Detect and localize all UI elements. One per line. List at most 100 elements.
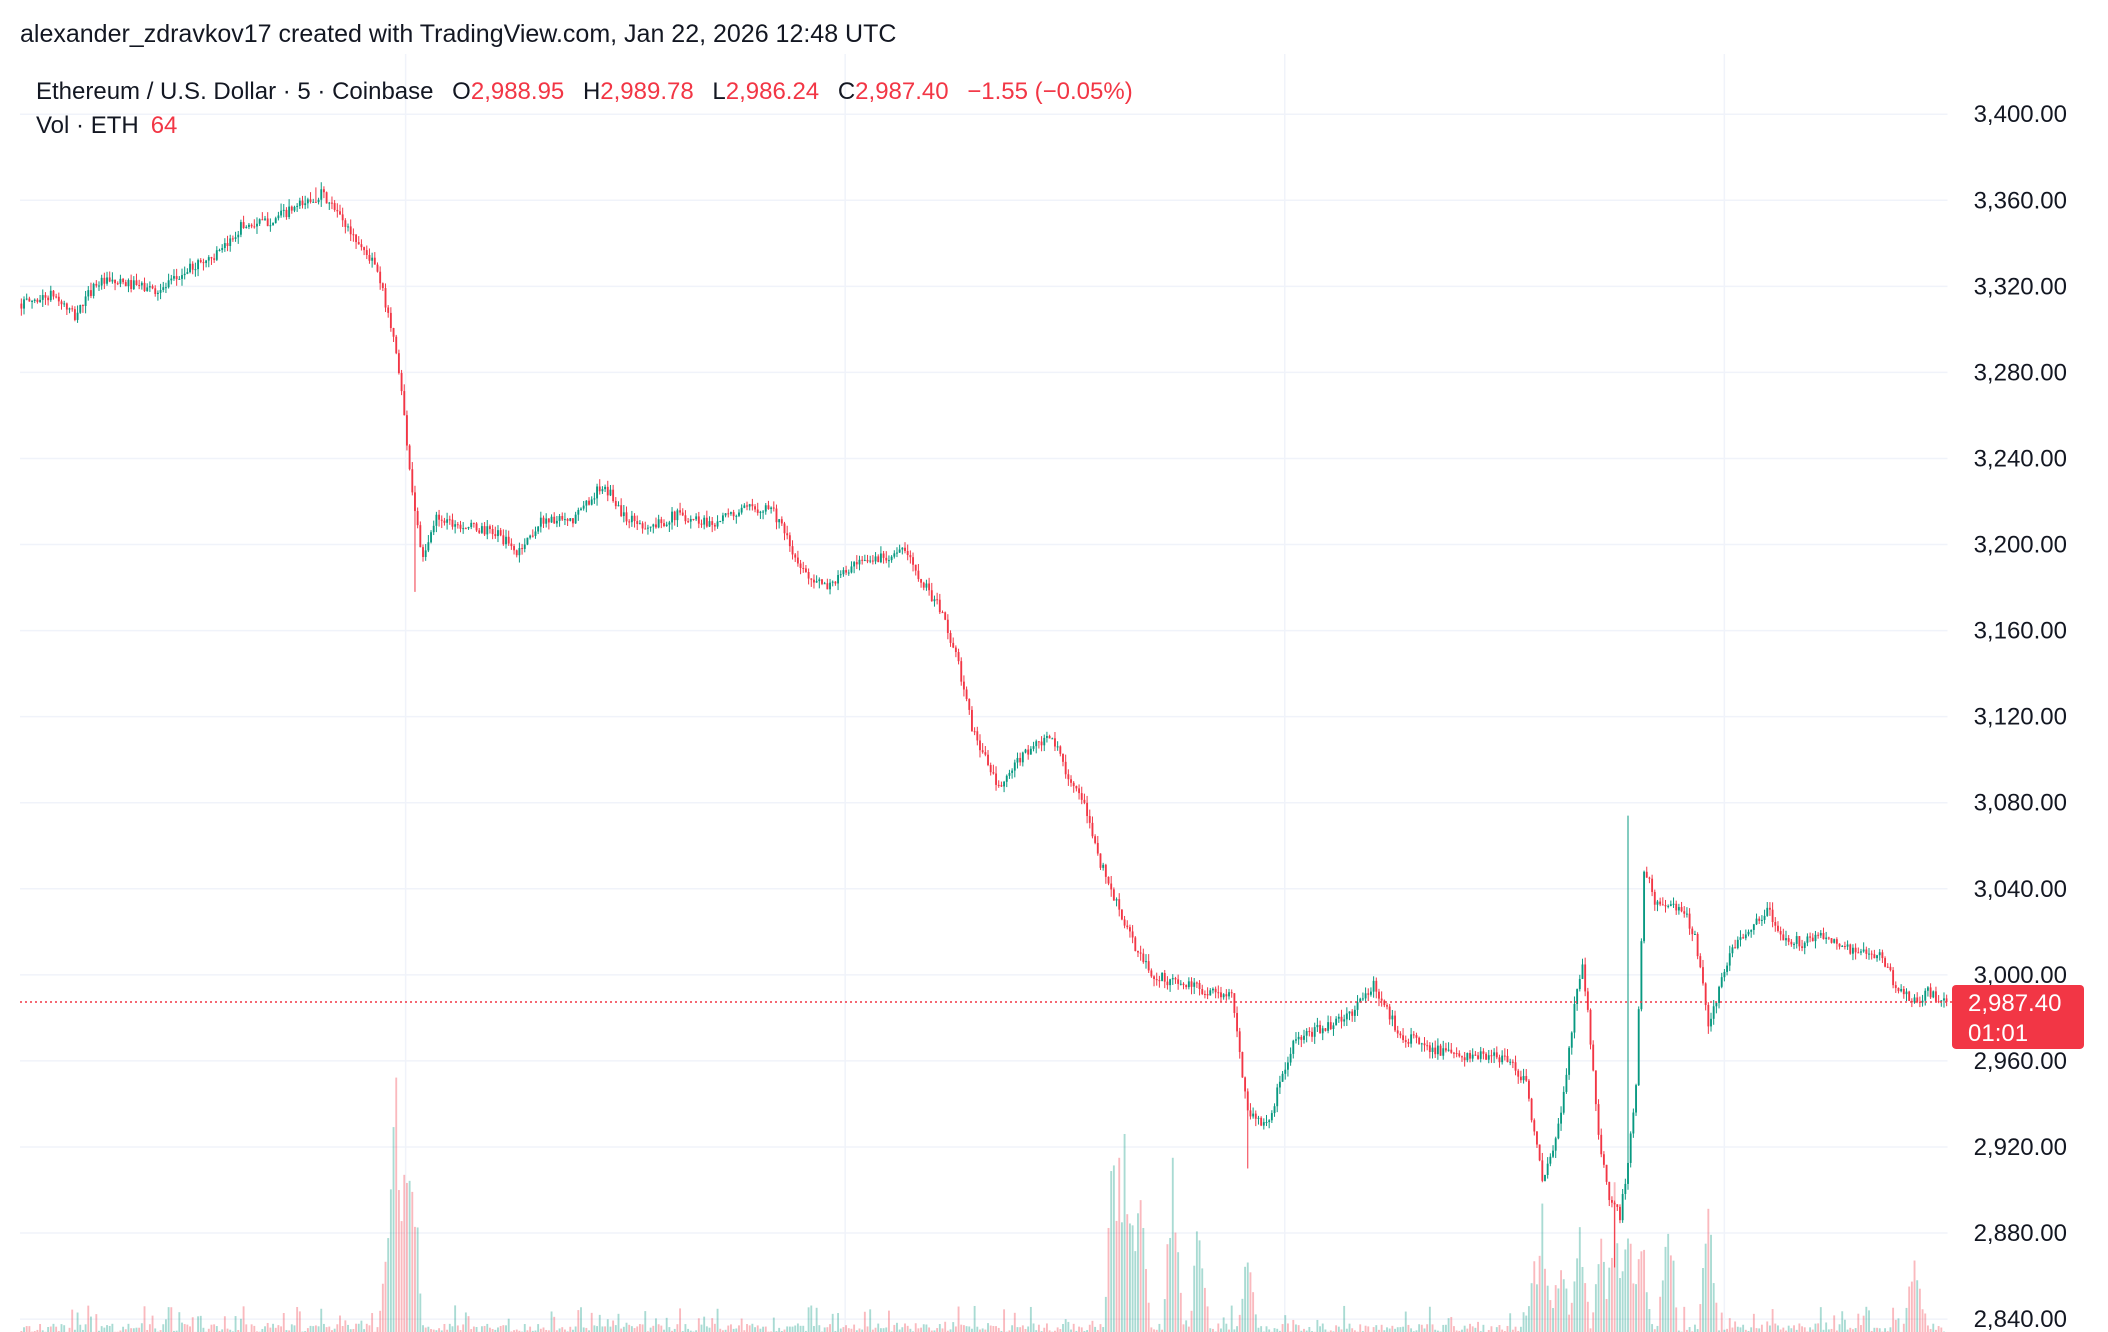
candle-body	[392, 328, 395, 337]
volume-bar	[644, 1311, 647, 1332]
candle-body	[1249, 1110, 1252, 1117]
volume-bar	[347, 1324, 349, 1332]
candle-body	[834, 581, 837, 584]
candle-body	[1471, 1054, 1474, 1059]
volume-bar	[625, 1322, 628, 1332]
volume-bar	[1637, 1259, 1640, 1332]
volume-bar	[1386, 1327, 1388, 1332]
volume-bar	[655, 1318, 657, 1332]
candle-body	[555, 520, 558, 524]
volume-bar	[660, 1325, 663, 1332]
candle-body	[1343, 1019, 1346, 1022]
candle-body	[253, 226, 256, 228]
candle-body	[1565, 1074, 1568, 1092]
candle-body	[952, 642, 955, 648]
volume-bar	[936, 1328, 939, 1332]
volume-bar	[368, 1325, 371, 1332]
candle-body	[146, 287, 149, 292]
candle-body	[1533, 1120, 1536, 1132]
volume-bar	[293, 1325, 296, 1332]
volume-bar	[550, 1311, 553, 1332]
candle-body	[1514, 1062, 1517, 1071]
volume-bar	[636, 1326, 639, 1332]
candle-body	[936, 599, 939, 601]
candle-body	[1252, 1113, 1255, 1117]
candle-body	[1720, 977, 1723, 987]
candle-body	[526, 537, 529, 545]
candle-body	[1353, 1009, 1356, 1016]
volume-bar	[1035, 1330, 1038, 1332]
volume-bar	[1070, 1329, 1072, 1332]
volume-bar	[1086, 1330, 1089, 1332]
volume-bar	[111, 1323, 114, 1332]
symbol-label[interactable]: Ethereum / U.S. Dollar · 5 · Coinbase	[36, 78, 434, 105]
candle-body	[1088, 816, 1091, 823]
volume-bar	[1870, 1330, 1873, 1332]
candle-body	[1080, 793, 1083, 800]
volume-bar	[119, 1330, 122, 1332]
volume-bar	[724, 1329, 727, 1332]
volume-bar	[1174, 1232, 1177, 1332]
candle-body	[550, 516, 553, 523]
candle-body	[1444, 1048, 1447, 1051]
volume-bar	[971, 1328, 973, 1332]
candle-body	[1220, 992, 1222, 998]
candle-body	[183, 273, 186, 276]
candle-body	[47, 297, 50, 301]
volume-bar	[1391, 1325, 1394, 1332]
volume-bar	[81, 1329, 84, 1332]
candle-body	[513, 546, 515, 551]
volume-bar	[1190, 1310, 1193, 1332]
candle-body	[1801, 946, 1803, 948]
volume-bar	[572, 1329, 574, 1332]
candle-body	[325, 192, 328, 204]
candle-body	[1137, 950, 1139, 953]
candle-body	[1230, 992, 1233, 994]
volume-bar	[788, 1326, 791, 1332]
volume-bar	[1096, 1330, 1099, 1332]
candle-body	[1798, 936, 1801, 947]
volume-bar	[1594, 1284, 1597, 1332]
volume-bar	[456, 1325, 459, 1332]
candle-body	[877, 556, 880, 563]
volume-bar	[1616, 1243, 1619, 1332]
candle-body	[1364, 993, 1367, 999]
candle-body	[751, 504, 754, 507]
volume-bar	[1635, 1284, 1637, 1332]
chart-area[interactable]: 3,400.00 3,360.00 3,320.00 3,280.00 3,240.00…	[20, 54, 2088, 1332]
candle-body	[159, 289, 162, 293]
volume-bar	[1316, 1319, 1319, 1332]
candle-body	[215, 250, 218, 260]
volume-bar	[486, 1323, 489, 1332]
volume-bar	[381, 1283, 384, 1332]
candle-body	[668, 522, 671, 525]
volume-bar	[754, 1327, 756, 1332]
candle-body	[143, 282, 146, 292]
volume-bar	[90, 1316, 92, 1332]
candle-body	[1878, 952, 1881, 956]
candle-body	[1190, 981, 1193, 987]
candle-body	[1238, 1031, 1241, 1053]
candle-body	[248, 224, 250, 227]
candle-body	[1118, 899, 1121, 910]
volume-bar	[1428, 1306, 1431, 1332]
candle-body	[87, 290, 90, 297]
volume-bar	[1825, 1322, 1828, 1332]
price-axis[interactable]: 3,400.00 3,360.00 3,320.00 3,280.00 3,240.00…	[1947, 54, 2084, 1332]
candle-body	[1632, 1112, 1635, 1134]
volume-bar	[1402, 1326, 1405, 1332]
candle-body	[1241, 1052, 1244, 1078]
candle-body	[1624, 1183, 1627, 1194]
candle-body	[1185, 985, 1188, 988]
candle-body	[912, 557, 914, 565]
volume-bar	[239, 1318, 242, 1332]
candle-body	[863, 559, 866, 561]
grid-lines	[20, 54, 1948, 1332]
volume-bar	[866, 1326, 869, 1332]
volume-bar	[1731, 1327, 1734, 1332]
volume-label[interactable]: Vol · ETH	[36, 112, 139, 139]
candlestick-chart[interactable]: 3,400.00 3,360.00 3,320.00 3,280.00 3,240.00…	[20, 54, 2088, 1332]
volume-bar	[36, 1329, 39, 1332]
volume-bar	[464, 1312, 467, 1332]
volume-bar	[617, 1313, 620, 1332]
